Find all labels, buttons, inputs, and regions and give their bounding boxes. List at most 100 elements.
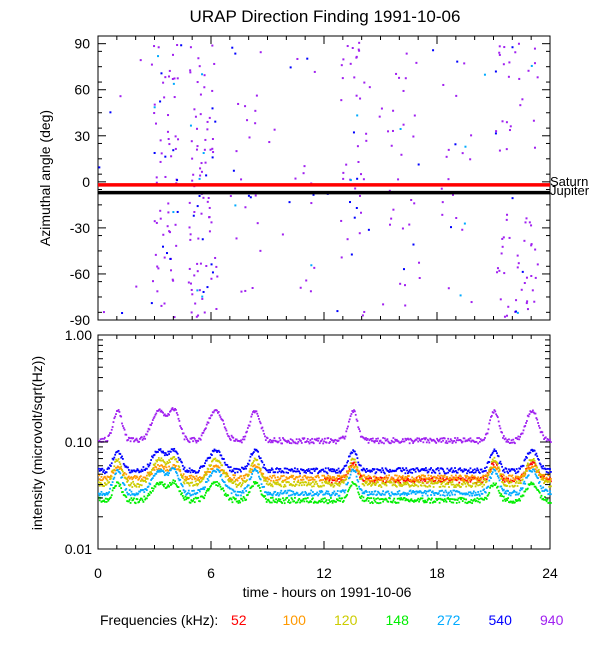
intensity-point [395, 501, 398, 504]
intensity-point [305, 492, 307, 494]
intensity-point [416, 491, 419, 494]
intensity-point [236, 479, 239, 482]
intensity-point [258, 463, 260, 466]
intensity-point [233, 497, 236, 500]
intensity-point [487, 472, 490, 475]
intensity-point [484, 491, 487, 494]
intensity-point [428, 498, 431, 500]
intensity-point [122, 474, 125, 477]
intensity-point [197, 440, 200, 442]
intensity-point [149, 490, 152, 493]
intensity-point [300, 479, 303, 481]
intensity-point [395, 479, 397, 482]
intensity-point [478, 484, 481, 486]
azimuth-point [199, 174, 202, 177]
intensity-point [362, 496, 365, 499]
intensity-point [352, 411, 355, 414]
intensity-point [193, 484, 196, 486]
intensity-point [228, 435, 230, 438]
intensity-point [430, 475, 432, 477]
intensity-point [208, 475, 211, 478]
intensity-point [283, 484, 286, 486]
intensity-point [243, 438, 246, 441]
intensity-point [365, 478, 367, 481]
intensity-point [130, 469, 133, 472]
azimuth-point [193, 210, 196, 213]
intensity-point [292, 474, 295, 477]
azimuth-point [498, 51, 501, 54]
intensity-point [348, 476, 351, 479]
intensity-point [155, 412, 158, 415]
intensity-point [305, 497, 307, 500]
intensity-point [240, 484, 243, 486]
intensity-point [211, 482, 214, 485]
intensity-point [144, 476, 147, 479]
azimuth-point [520, 288, 523, 291]
intensity-point [230, 498, 233, 501]
intensity-point [354, 413, 357, 416]
intensity-point [124, 494, 127, 497]
intensity-point [472, 471, 475, 474]
azimuth-point [392, 208, 395, 211]
intensity-point [532, 483, 535, 486]
intensity-point [310, 489, 313, 492]
intensity-point [300, 492, 303, 495]
intensity-point [397, 440, 400, 443]
intensity-point [244, 474, 247, 477]
intensity-point [501, 431, 504, 434]
intensity-point [514, 479, 516, 481]
intensity-point [252, 461, 254, 464]
azimuth-point [470, 134, 473, 137]
intensity-point [465, 468, 468, 471]
azimuth-point [193, 108, 196, 111]
intensity-point [330, 500, 333, 503]
intensity-point [145, 474, 148, 477]
intensity-point [409, 489, 412, 492]
intensity-point [376, 440, 379, 442]
intensity-point [428, 477, 431, 479]
intensity-point [396, 479, 399, 481]
intensity-point [305, 476, 307, 479]
azimuth-point [198, 289, 201, 292]
intensity-point [119, 463, 122, 465]
azimuth-point [408, 223, 411, 226]
intensity-point [125, 477, 128, 480]
azimuth-point [501, 245, 504, 248]
intensity-point [322, 468, 325, 471]
intensity-point [189, 471, 192, 474]
intensity-point [264, 495, 266, 497]
intensity-point [388, 471, 391, 473]
azimuth-point [201, 297, 204, 300]
intensity-point [190, 494, 193, 496]
intensity-point [515, 476, 518, 479]
intensity-point [535, 487, 538, 490]
azimuth-point [211, 147, 214, 150]
azimuth-point [302, 172, 305, 175]
intensity-point [454, 476, 456, 479]
intensity-point [441, 481, 444, 484]
intensity-point [541, 476, 544, 478]
intensity-point [365, 468, 368, 470]
intensity-point [225, 473, 228, 476]
intensity-point [175, 483, 177, 486]
intensity-point [323, 484, 325, 487]
azimuth-point [358, 41, 361, 44]
intensity-point [424, 489, 426, 492]
azimuth-point [213, 62, 216, 65]
intensity-point [453, 470, 456, 473]
intensity-point [250, 464, 253, 467]
intensity-point [335, 493, 338, 495]
intensity-point [386, 478, 389, 481]
intensity-point [401, 484, 404, 487]
intensity-point [148, 464, 151, 467]
intensity-point [436, 477, 438, 480]
intensity-point [424, 475, 426, 477]
intensity-point [366, 496, 369, 499]
intensity-point [401, 485, 403, 488]
intensity-point [338, 494, 341, 497]
intensity-point [146, 494, 149, 497]
intensity-point [98, 499, 101, 502]
intensity-point [412, 478, 414, 481]
intensity-point [338, 470, 341, 473]
intensity-point [195, 441, 198, 444]
